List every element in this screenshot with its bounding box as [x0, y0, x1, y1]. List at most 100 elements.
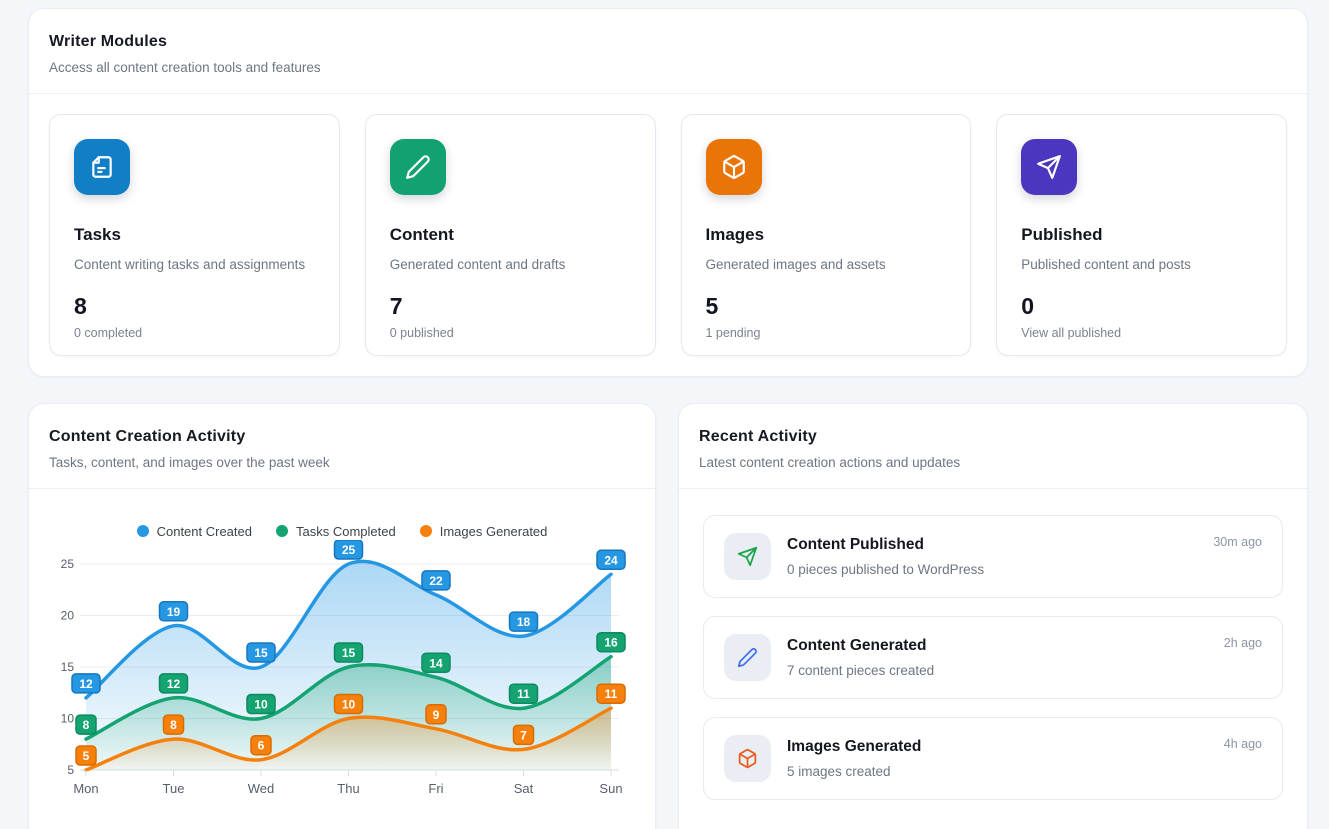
- activity-body: Images Generated 5 images created: [787, 738, 1208, 779]
- module-card-content[interactable]: Content Generated content and drafts 7 0 pu…: [364, 114, 656, 356]
- svg-text:Wed: Wed: [248, 781, 275, 796]
- legend-label: Images Generated: [439, 523, 548, 539]
- cube-icon: [722, 155, 745, 180]
- module-count: 0: [1021, 292, 1035, 319]
- module-icon-tile: [705, 139, 762, 195]
- svg-text:14: 14: [429, 656, 443, 670]
- legend-label: Content Created: [156, 523, 252, 539]
- send-icon: [1037, 155, 1062, 179]
- recent-activity-title: Recent Activity: [699, 428, 817, 445]
- chart-panel-header: Content Creation Activity Tasks, content…: [29, 404, 655, 488]
- module-icon-tile: [74, 139, 130, 195]
- svg-text:Thu: Thu: [337, 781, 359, 796]
- recent-activity-subtitle: Latest content creation actions and upda…: [699, 455, 961, 470]
- svg-text:Sat: Sat: [514, 781, 534, 796]
- svg-text:Mon: Mon: [73, 781, 98, 796]
- activity-title: Content Published: [787, 536, 924, 553]
- svg-text:10: 10: [342, 698, 356, 712]
- module-sub-label: 0 published: [389, 325, 454, 340]
- header-divider: [29, 93, 1307, 94]
- svg-text:12: 12: [167, 677, 181, 691]
- activity-item[interactable]: Content Published 0 pieces published to W…: [703, 515, 1283, 598]
- svg-text:9: 9: [433, 708, 440, 722]
- activity-timestamp: 30m ago: [1213, 535, 1262, 549]
- activity-description: 5 images created: [787, 764, 891, 779]
- chart-legend: Content Created Tasks Completed Images Gen…: [29, 522, 655, 540]
- activity-item[interactable]: Images Generated 5 images created 4h ago: [703, 717, 1283, 800]
- module-sub-label: 1 pending: [705, 325, 761, 340]
- svg-text:22: 22: [429, 574, 443, 588]
- activity-item[interactable]: Content Generated 7 content pieces create…: [703, 616, 1283, 699]
- module-description: Generated images and assets: [705, 257, 886, 272]
- legend-label: Tasks Completed: [296, 523, 396, 539]
- module-title: Content: [389, 225, 454, 244]
- legend-dot: [419, 525, 432, 537]
- svg-text:10: 10: [61, 712, 75, 726]
- chart-header-divider: [29, 488, 655, 489]
- activity-body: Content Published 0 pieces published to W…: [787, 536, 1197, 577]
- module-sub-label: View all published: [1021, 325, 1122, 340]
- svg-text:19: 19: [167, 605, 181, 619]
- writer-modules-panel: Writer Modules Access all content creati…: [28, 8, 1308, 377]
- chart-panel-title: Content Creation Activity: [49, 428, 246, 445]
- chart-panel-subtitle: Tasks, content, and images over the past…: [49, 455, 330, 470]
- activity-list: Content Published 0 pieces published to W…: [679, 489, 1307, 826]
- writer-modules-title: Writer Modules: [49, 33, 168, 50]
- activity-title: Content Generated: [787, 637, 927, 654]
- module-card-published[interactable]: Published Published content and posts 0 Vie…: [996, 114, 1287, 356]
- svg-text:15: 15: [254, 646, 268, 660]
- svg-text:10: 10: [254, 698, 268, 712]
- svg-text:8: 8: [83, 718, 90, 732]
- legend-dot: [276, 525, 288, 537]
- module-title: Published: [1021, 225, 1103, 244]
- chart-area: 5 10 15 20 25 Mon Tue Wed Thu Fri Sat Sun 12 19 15 25 22…: [29, 539, 655, 813]
- svg-text:18: 18: [517, 615, 531, 629]
- activity-icon-tile: [724, 735, 771, 782]
- recent-activity-header: Recent Activity Latest content creation …: [679, 404, 1307, 488]
- activity-body: Content Generated 7 content pieces create…: [787, 637, 1208, 678]
- svg-text:12: 12: [79, 677, 93, 691]
- svg-text:15: 15: [61, 660, 75, 674]
- activity-header-divider: [679, 488, 1307, 489]
- svg-text:Fri: Fri: [428, 781, 443, 796]
- legend-item-images-generated[interactable]: Images Generated: [419, 523, 548, 539]
- module-icon-tile: [1021, 139, 1078, 195]
- svg-text:Tue: Tue: [163, 781, 185, 796]
- activity-description: 7 content pieces created: [787, 663, 935, 678]
- svg-text:7: 7: [520, 728, 527, 742]
- module-title: Images: [705, 225, 765, 244]
- svg-text:5: 5: [83, 749, 90, 763]
- recent-activity-panel: Recent Activity Latest content creation …: [678, 403, 1308, 829]
- svg-text:15: 15: [342, 646, 356, 660]
- send-icon: [737, 546, 758, 567]
- file-text-icon: [92, 156, 112, 178]
- activity-timestamp: 2h ago: [1223, 636, 1262, 650]
- module-description: Generated content and drafts: [389, 257, 566, 272]
- svg-text:5: 5: [67, 763, 74, 777]
- content-creation-activity-panel: Content Creation Activity Tasks, content…: [28, 403, 656, 829]
- activity-icon-tile: [724, 533, 771, 580]
- legend-item-tasks-completed[interactable]: Tasks Completed: [276, 524, 396, 539]
- svg-text:24: 24: [604, 553, 618, 567]
- svg-text:8: 8: [170, 718, 177, 732]
- module-description: Published content and posts: [1021, 257, 1191, 272]
- svg-text:11: 11: [605, 687, 618, 701]
- activity-line-chart: 5 10 15 20 25 Mon Tue Wed Thu Fri Sat Sun 12 19 15 25 22…: [61, 539, 626, 796]
- module-card-tasks[interactable]: Tasks Content writing tasks and assignmen…: [49, 114, 340, 356]
- module-count: 5: [705, 292, 719, 319]
- module-card-images[interactable]: Images Generated images and assets 5 1 pend…: [680, 114, 972, 356]
- module-description: Content writing tasks and assignments: [74, 257, 306, 272]
- module-count: 7: [389, 292, 403, 319]
- module-count: 8: [74, 292, 87, 319]
- activity-timestamp: 4h ago: [1223, 737, 1262, 751]
- writer-modules-header: Writer Modules Access all content creati…: [29, 9, 1307, 93]
- cube-icon: [738, 748, 757, 769]
- legend-dot: [136, 525, 149, 537]
- svg-text:11: 11: [517, 687, 530, 701]
- legend-item-content-created[interactable]: Content Created: [136, 523, 252, 539]
- svg-text:Sun: Sun: [599, 781, 622, 796]
- module-title: Tasks: [74, 225, 121, 244]
- svg-text:16: 16: [604, 636, 618, 650]
- pencil-icon: [405, 155, 430, 179]
